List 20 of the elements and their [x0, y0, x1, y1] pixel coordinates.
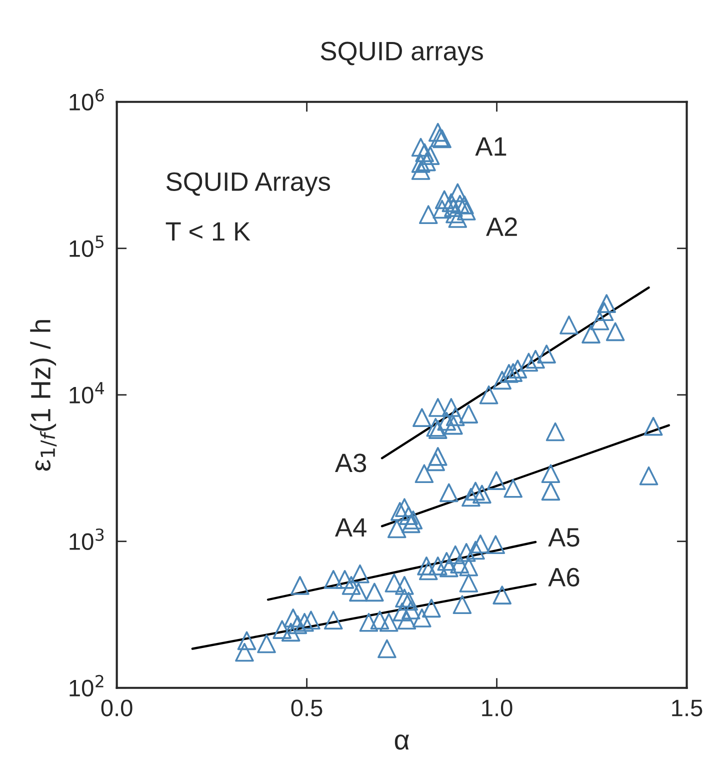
y-axis-title: ε$_{1/f}$(1 Hz) / h	[30, 320, 57, 471]
x-tick-label: 1.0	[482, 700, 512, 716]
chart-title: SQUID arrays	[320, 42, 483, 66]
y-tick-label: 10$^{2}$	[70, 674, 104, 696]
annotation: A1	[475, 137, 506, 156]
x-tick-label: 1.5	[672, 700, 702, 716]
annotation: T < 1 K	[166, 222, 250, 241]
annotation: A2	[486, 217, 517, 236]
annotation: A3	[334, 454, 366, 472]
annotation: A4	[334, 518, 366, 536]
x-axis-title: α	[394, 734, 410, 750]
y-tick-label: 10$^{6}$	[70, 88, 104, 110]
annotation: SQUID Arrays	[166, 172, 330, 196]
y-tick-label: 10$^{3}$	[70, 528, 104, 550]
x-tick-label: 0.0	[101, 700, 132, 716]
y-tick-label: 10$^{5}$	[70, 236, 104, 257]
y-tick-label: 10$^{4}$	[70, 382, 104, 404]
annotation: A5	[548, 528, 580, 547]
annotation: A6	[548, 568, 580, 587]
x-tick-label: 0.5	[291, 700, 322, 716]
